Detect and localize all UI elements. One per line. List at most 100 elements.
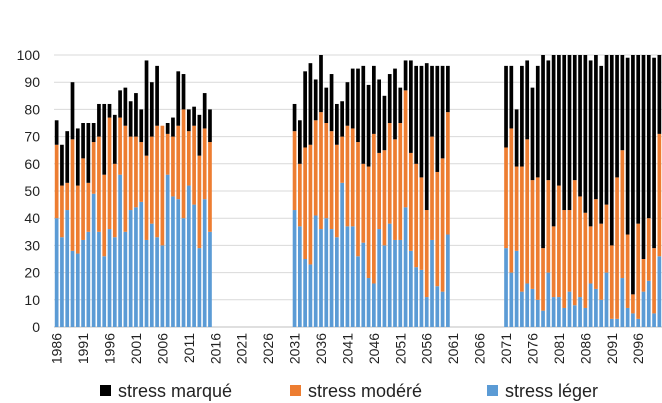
bar-segment	[504, 248, 508, 327]
bar-segment	[382, 150, 387, 246]
bar-segment	[329, 131, 334, 230]
bar-segment	[107, 103, 112, 118]
bar-segment	[424, 63, 429, 211]
bar-segment	[171, 196, 175, 327]
bar-segment	[165, 133, 170, 175]
bar-segment	[139, 142, 144, 202]
bar-segment	[181, 218, 186, 327]
bar-segment	[652, 248, 656, 314]
bar-segment	[202, 199, 207, 327]
bar-segment	[403, 207, 408, 327]
x-tick-label: 2076	[524, 333, 540, 364]
bar-segment	[551, 226, 556, 298]
bar-segment	[186, 131, 191, 186]
bar-segment	[372, 283, 376, 327]
bar-segment	[609, 245, 614, 319]
bar-segment	[430, 239, 434, 327]
bar-segment	[551, 297, 556, 327]
bar-segment	[557, 185, 561, 298]
x-tick-label: 1996	[102, 333, 118, 364]
bar-segment	[144, 155, 149, 240]
bar-segment	[440, 65, 445, 159]
bar-segment	[541, 310, 545, 327]
y-tick-label: 30	[24, 237, 40, 253]
legend-swatch	[100, 385, 111, 396]
bar-segment	[192, 125, 196, 205]
x-tick-label: 2036	[313, 333, 329, 364]
bar-segment	[118, 90, 122, 118]
x-tick-label: 2041	[339, 333, 355, 364]
bar-segment	[149, 82, 154, 137]
bar-segment	[123, 125, 128, 232]
bar-segment	[319, 112, 323, 230]
bar-segment	[60, 237, 64, 327]
bar-segment	[160, 245, 165, 327]
legend-label: stress léger	[505, 381, 598, 401]
bar-segment	[303, 259, 307, 327]
x-tick-label: 2086	[577, 333, 593, 364]
bar-segment	[86, 123, 91, 183]
bar-segment	[372, 65, 376, 134]
bar-segment	[292, 210, 297, 327]
x-tick-label: 2016	[207, 333, 223, 364]
bar-segment	[65, 182, 70, 211]
bar-segment	[615, 318, 619, 327]
bar-segment	[70, 82, 75, 140]
bar-segment	[181, 74, 186, 110]
bar-segment	[620, 150, 625, 279]
bar-segment	[181, 109, 186, 219]
bar-segment	[123, 231, 128, 327]
bar-segment	[297, 120, 302, 164]
bar-segment	[594, 199, 598, 289]
bar-segment	[324, 218, 329, 327]
y-tick-label: 20	[24, 265, 40, 281]
bar-segment	[615, 55, 619, 178]
bar-segment	[546, 60, 551, 181]
bar-segment	[149, 136, 154, 224]
bar-segment	[292, 131, 297, 211]
bar-segment	[604, 272, 609, 327]
bar-segment	[520, 291, 524, 327]
bar-segment	[377, 152, 381, 230]
bar-segment	[102, 256, 107, 327]
bar-segment	[604, 55, 609, 205]
bar-segment	[171, 117, 175, 137]
bar-segment	[60, 144, 64, 186]
bar-segment	[86, 231, 91, 327]
bar-segment	[530, 87, 535, 181]
bar-segment	[192, 204, 196, 327]
y-tick-label: 10	[24, 292, 40, 308]
bar-segment	[535, 177, 540, 300]
x-tick-label: 2001	[128, 333, 144, 364]
bar-segment	[155, 125, 159, 238]
bar-segment	[414, 267, 419, 327]
bar-segment	[308, 144, 313, 265]
bar-segment	[54, 144, 59, 219]
bar-segment	[139, 201, 144, 327]
bar-segment	[65, 131, 70, 183]
y-tick-label: 70	[24, 129, 40, 145]
bar-segment	[340, 101, 344, 137]
bar-segment	[572, 305, 577, 327]
bar-segment	[646, 55, 651, 219]
bar-segment	[308, 63, 313, 145]
bar-segment	[430, 65, 434, 137]
bar-segment	[319, 55, 323, 113]
bar-segment	[335, 144, 339, 238]
bar-segment	[118, 117, 122, 175]
bar-segment	[419, 177, 424, 270]
legend-label: stress modéré	[308, 381, 422, 401]
x-tick-label: 2021	[234, 333, 250, 364]
bar-segment	[541, 248, 545, 311]
bar-segment	[424, 210, 429, 298]
bar-segment	[572, 180, 577, 306]
bar-segment	[335, 103, 339, 145]
bar-segment	[387, 123, 392, 224]
bar-segment	[599, 299, 604, 327]
bar-segment	[86, 182, 91, 232]
bar-segment	[387, 74, 392, 123]
bar-segment	[366, 278, 371, 327]
bar-segment	[393, 239, 397, 327]
bar-segment	[361, 163, 366, 243]
bar-segment	[208, 231, 212, 327]
